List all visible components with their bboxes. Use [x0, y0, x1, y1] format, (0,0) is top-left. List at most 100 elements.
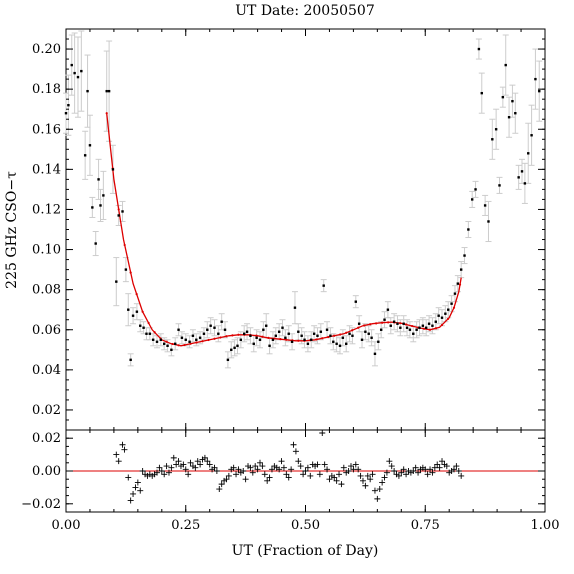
residual-point	[204, 458, 211, 465]
data-point	[284, 336, 287, 339]
residual-point	[374, 495, 381, 502]
data-point	[290, 340, 294, 343]
fit-point	[410, 324, 414, 328]
fit-point	[428, 328, 432, 331]
fit-point	[458, 283, 462, 286]
residual-point	[256, 459, 263, 466]
fit-point	[327, 335, 330, 339]
residual-point	[307, 472, 314, 479]
residual-point	[352, 461, 359, 468]
data-point	[293, 306, 297, 309]
data-point	[367, 332, 370, 335]
residual-point	[415, 469, 422, 476]
data-point	[527, 152, 530, 155]
fit-point	[123, 243, 126, 247]
residual-point	[381, 474, 388, 481]
data-point	[501, 95, 505, 99]
data-point	[255, 336, 258, 339]
data-point	[386, 308, 390, 311]
data-point	[377, 340, 380, 343]
residual-point	[403, 471, 410, 478]
fit-point	[189, 342, 192, 345]
residual-point	[268, 466, 275, 473]
data-point	[431, 324, 434, 327]
data-point	[202, 332, 206, 335]
y-tick-label: 0.04	[32, 363, 61, 378]
data-point	[155, 340, 159, 343]
residual-point	[376, 486, 383, 493]
residual-point	[283, 471, 290, 478]
data-point	[434, 320, 437, 323]
y-tick-label: 0.16	[32, 122, 61, 137]
fit-point	[177, 344, 180, 347]
main-errorbars	[63, 30, 543, 369]
data-point	[226, 358, 230, 362]
fit-point	[207, 338, 210, 342]
residual-point	[391, 468, 398, 474]
data-point	[483, 204, 487, 207]
data-point	[520, 170, 524, 173]
data-point	[335, 342, 338, 345]
residual-point	[154, 469, 161, 476]
data-point	[236, 344, 239, 347]
main-plot-frame	[65, 28, 546, 431]
data-point	[223, 328, 227, 331]
fit-point	[195, 341, 198, 344]
data-point	[310, 338, 313, 341]
data-point	[440, 316, 444, 319]
data-point	[188, 340, 191, 343]
data-point	[348, 332, 351, 335]
data-point	[399, 326, 402, 329]
data-point	[73, 71, 76, 75]
residual-point	[357, 472, 364, 479]
y-axis-label: 225 GHz CSO−τ	[4, 171, 20, 289]
data-point	[297, 330, 300, 333]
fit-point	[141, 310, 144, 313]
fit-point	[422, 327, 426, 330]
data-point	[217, 332, 220, 335]
residual-point	[458, 472, 465, 479]
residual-point	[261, 471, 268, 478]
residual-point	[223, 476, 230, 483]
data-point	[316, 334, 319, 337]
fit-point	[446, 317, 450, 321]
data-point	[517, 176, 520, 179]
residual-point	[424, 471, 431, 478]
data-point	[354, 300, 357, 303]
x-tick-label: 0.75	[411, 518, 440, 533]
residual-point	[367, 476, 374, 483]
residual-point	[254, 466, 261, 473]
residual-point	[364, 472, 371, 479]
fit-point	[440, 323, 444, 327]
data-point	[319, 330, 323, 333]
data-point	[405, 326, 409, 329]
residual-point	[139, 468, 146, 474]
residual-point	[453, 463, 460, 470]
data-point	[453, 292, 457, 295]
residual-point	[369, 471, 376, 478]
data-point	[338, 344, 342, 347]
data-point	[287, 332, 290, 335]
residual-point	[192, 464, 199, 471]
data-point	[447, 308, 450, 311]
residual-point	[121, 446, 128, 453]
residual-point	[137, 487, 144, 494]
residual-point	[383, 469, 390, 476]
fit-point	[261, 335, 264, 338]
data-point	[99, 204, 102, 207]
fit-point	[267, 336, 270, 339]
data-point	[139, 324, 142, 327]
fit-point	[363, 324, 366, 327]
residual-point	[278, 458, 285, 465]
data-point	[322, 284, 325, 287]
data-point	[425, 326, 428, 329]
data-point	[127, 308, 130, 311]
residual-point	[211, 464, 218, 471]
residual-point	[233, 471, 240, 478]
data-point	[370, 336, 373, 339]
residual-point	[247, 464, 254, 471]
residual-point	[331, 474, 338, 481]
residual-axes: −0.02 0.00 0.02 0.00 0.25 0.50 0.75 1.00	[21, 429, 559, 533]
data-point	[174, 342, 177, 345]
residual-point	[321, 461, 328, 468]
